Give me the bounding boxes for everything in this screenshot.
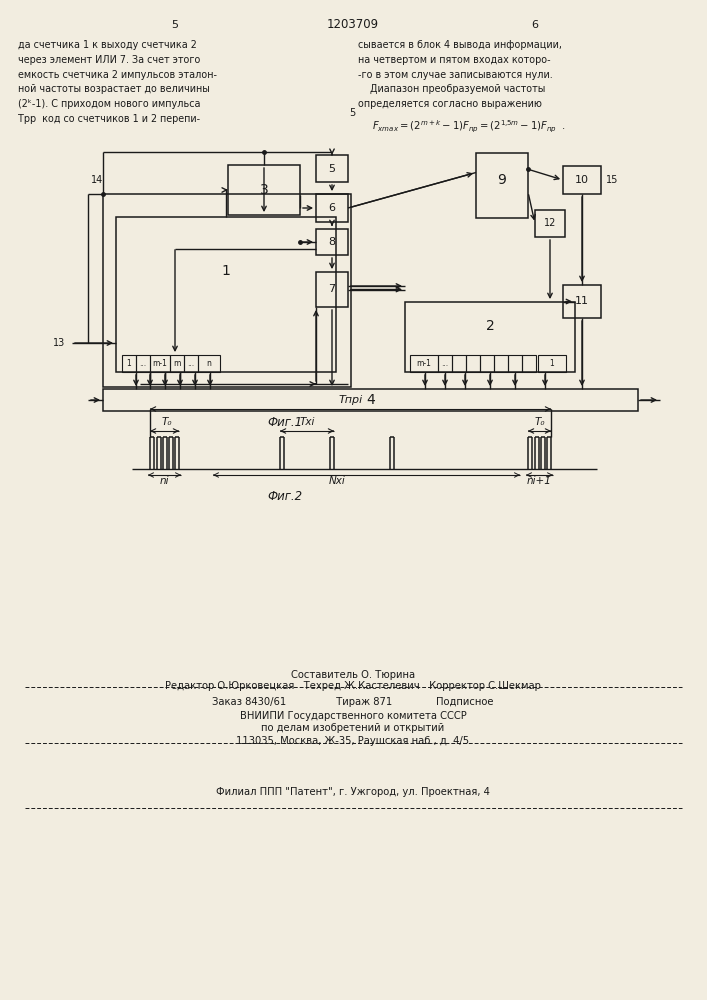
Bar bbox=[480, 355, 494, 372]
Text: m-1: m-1 bbox=[416, 359, 431, 368]
Text: сывается в блок 4 вывода информации,
на четвертом и пятом входах которо-
-го в э: сывается в блок 4 вывода информации, на … bbox=[358, 40, 562, 109]
Text: ni: ni bbox=[160, 476, 169, 486]
Text: n: n bbox=[206, 359, 211, 368]
Text: 1: 1 bbox=[549, 359, 554, 368]
Text: Тпрi: Тпрi bbox=[339, 395, 363, 405]
Text: 4: 4 bbox=[366, 393, 375, 407]
Bar bbox=[116, 217, 336, 372]
Bar bbox=[563, 166, 601, 194]
Text: 113035, Москва, Ж-35, Раушская наб., д. 4/5: 113035, Москва, Ж-35, Раушская наб., д. … bbox=[236, 736, 469, 746]
Bar bbox=[103, 194, 351, 387]
Text: T₀: T₀ bbox=[534, 417, 545, 427]
Text: Фиг.1: Фиг.1 bbox=[267, 416, 303, 430]
Text: 14: 14 bbox=[91, 175, 103, 185]
Text: T₀: T₀ bbox=[161, 417, 172, 427]
Bar bbox=[228, 165, 300, 215]
Bar bbox=[508, 355, 522, 372]
Text: Редактор О.Юрковецкая   Техред Ж.Кастелевич   Корректор С.Шекмар: Редактор О.Юрковецкая Техред Ж.Кастелеви… bbox=[165, 681, 541, 691]
Bar bbox=[198, 355, 220, 372]
Bar bbox=[563, 285, 601, 318]
Bar bbox=[405, 302, 575, 372]
Bar bbox=[136, 355, 150, 372]
Bar bbox=[184, 355, 198, 372]
Text: 6: 6 bbox=[329, 203, 336, 213]
Bar bbox=[476, 153, 528, 218]
Bar bbox=[150, 355, 170, 372]
Text: ...: ... bbox=[441, 359, 448, 368]
Bar bbox=[316, 155, 348, 182]
Text: 11: 11 bbox=[575, 296, 589, 306]
Text: 12: 12 bbox=[544, 219, 556, 229]
Text: 7: 7 bbox=[329, 284, 336, 294]
Text: 5: 5 bbox=[329, 163, 336, 174]
Text: Заказ 8430/61                Тираж 871              Подписное: Заказ 8430/61 Тираж 871 Подписное bbox=[212, 697, 493, 707]
Text: 1: 1 bbox=[127, 359, 132, 368]
Bar bbox=[538, 355, 566, 372]
Bar bbox=[170, 355, 184, 372]
Text: 1203709: 1203709 bbox=[327, 18, 379, 31]
Text: 2: 2 bbox=[486, 320, 494, 334]
Text: Составитель О. Тюрина: Составитель О. Тюрина bbox=[291, 670, 415, 680]
Text: m-1: m-1 bbox=[153, 359, 168, 368]
Text: 5: 5 bbox=[172, 20, 178, 30]
Text: Фиг.2: Фиг.2 bbox=[267, 489, 303, 502]
Bar bbox=[316, 229, 348, 255]
Bar bbox=[522, 355, 536, 372]
Text: ni+1: ni+1 bbox=[527, 476, 552, 486]
Text: 3: 3 bbox=[259, 183, 269, 197]
Text: Тхi: Тхi bbox=[299, 417, 315, 427]
Text: 6: 6 bbox=[532, 20, 539, 30]
Bar bbox=[122, 355, 136, 372]
Text: ВНИИПИ Государственного комитета СССР: ВНИИПИ Государственного комитета СССР bbox=[240, 711, 467, 721]
Text: Nхi: Nхi bbox=[329, 476, 346, 486]
Text: $F_{xmax}=(2^{m+k}-1)F_{пр}=(2^{1{,}5m}-1)F_{пр}$  .: $F_{xmax}=(2^{m+k}-1)F_{пр}=(2^{1{,}5m}-… bbox=[372, 119, 566, 135]
Text: 10: 10 bbox=[575, 175, 589, 185]
Text: 15: 15 bbox=[606, 175, 619, 185]
Text: 1: 1 bbox=[221, 264, 230, 278]
Text: ...: ... bbox=[187, 359, 194, 368]
Text: m: m bbox=[173, 359, 181, 368]
Text: 13: 13 bbox=[53, 338, 65, 348]
Bar bbox=[466, 355, 480, 372]
Text: Филиал ППП "Патент", г. Ужгород, ул. Проектная, 4: Филиал ППП "Патент", г. Ужгород, ул. Про… bbox=[216, 787, 490, 797]
Bar bbox=[452, 355, 466, 372]
Bar bbox=[410, 355, 438, 372]
Bar bbox=[316, 194, 348, 222]
Text: ...: ... bbox=[139, 359, 146, 368]
Text: 8: 8 bbox=[329, 237, 336, 247]
Bar bbox=[494, 355, 508, 372]
Text: 5: 5 bbox=[349, 108, 355, 118]
Bar bbox=[438, 355, 452, 372]
Bar bbox=[535, 210, 565, 237]
Bar bbox=[316, 272, 348, 307]
Text: да счетчика 1 к выходу счетчика 2
через элемент ИЛИ 7. За счет этого
емкость сче: да счетчика 1 к выходу счетчика 2 через … bbox=[18, 40, 217, 124]
Bar bbox=[103, 389, 638, 411]
Text: 9: 9 bbox=[498, 174, 506, 188]
Text: по делам изобретений и открытий: по делам изобретений и открытий bbox=[262, 723, 445, 733]
